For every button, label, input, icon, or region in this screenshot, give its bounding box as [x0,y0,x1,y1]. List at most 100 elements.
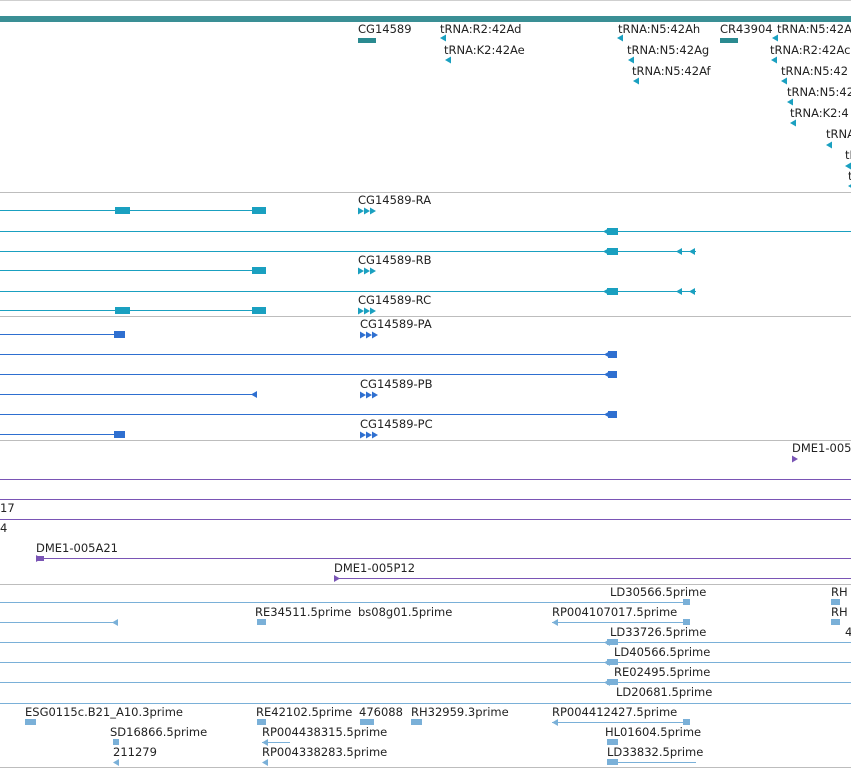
feature-label[interactable]: SD16866.5prime [110,725,208,739]
feature-label[interactable]: RE02495.5prime [614,665,711,679]
track-header-bar [0,16,851,22]
strand-arrow [113,759,119,766]
feature-label[interactable]: DME1-005 [792,441,851,455]
exon [607,288,618,295]
est-block [607,739,618,745]
feature-label[interactable]: CG14589-RA [358,193,432,207]
strand-arrow [604,411,610,418]
exon [252,267,266,274]
strand-chevron [366,431,372,439]
feature-label[interactable]: DME1-005P12 [334,561,416,575]
feature-label[interactable]: 476088 [359,705,403,719]
strand-arrow [689,248,695,255]
strand-chevron [360,331,366,339]
protein-segment [608,371,617,378]
feature-label[interactable]: DME1-005A21 [36,541,118,555]
strand-arrow [603,248,609,255]
strand-chevron [364,267,370,275]
feature-label[interactable]: RP004338283.5prime [262,745,388,759]
gene-feature [358,38,376,43]
feature-label[interactable]: LD33832.5prime [607,745,704,759]
trna-arrow [848,184,851,188]
strand-arrow [604,639,610,646]
feature-label[interactable]: CG14589-RC [358,293,432,307]
est-block [831,619,840,625]
feature-label[interactable]: tRNA:K2:42Ae [444,43,525,57]
est-block [683,719,690,725]
strand-arrow [676,248,682,255]
exon [115,307,130,314]
feature-label[interactable]: RP004412427.5prime [552,705,678,719]
strand-arrow [604,351,610,358]
protein-segment [114,431,125,438]
feature-label[interactable]: ESG0115c.B21_A10.3prime [25,705,183,719]
strand-arrow [262,739,268,746]
trna-arrow [771,56,777,64]
strand-chevron [372,431,378,439]
feature-label[interactable]: LD40566.5prime [614,645,711,659]
feature-label[interactable]: RH [831,585,848,599]
feature-label[interactable]: RE42102.5prime [256,705,353,719]
feature-label[interactable]: tRNA:N5:42 [781,64,849,78]
strand-chevron [370,307,376,315]
feature-label[interactable]: RE34511.5prime [255,605,352,619]
feature-label[interactable]: 4 [845,625,851,639]
trna-arrow [440,34,446,42]
exon [607,228,618,235]
feature-label[interactable]: CR43904 [720,22,773,36]
feature-label[interactable]: tRNA:N5:42Af [632,64,711,78]
trna-arrow [790,119,796,127]
strand-arrow [604,679,610,686]
trna-arrow [845,162,851,170]
feature-label[interactable]: tR [845,148,851,162]
strand-chevron [364,207,370,215]
clone-arrow [792,455,798,463]
strand-chevron [358,207,364,215]
feature-label[interactable]: CG14589-PA [360,317,432,331]
trna-arrow [633,77,639,85]
feature-label[interactable]: CG14589-PC [360,417,433,431]
strand-chevron [370,207,376,215]
feature-label[interactable]: CG14589-PB [360,377,433,391]
feature-label[interactable]: LD33726.5prime [610,625,707,639]
feature-label[interactable]: RP004107017.5prime [552,605,678,619]
feature-label[interactable]: tRNA:R2:42Ad [440,22,522,36]
feature-label[interactable]: LD30566.5prime [610,585,707,599]
feature-label[interactable]: CG14589-RB [358,253,432,267]
feature-label[interactable]: tRNA:N5:42 [787,85,851,99]
feature-label[interactable]: tRNA:K2:4 [790,106,849,120]
est-block [607,659,618,665]
est-block [607,639,618,645]
feature-label[interactable]: t [848,169,851,183]
strand-arrow [603,288,609,295]
trna-arrow [617,34,623,42]
strand-arrow [689,288,695,295]
feature-label[interactable]: 211279 [113,745,157,759]
feature-label[interactable]: RH32959.3prime [411,705,509,719]
est-block [113,739,119,745]
feature-label[interactable]: 17 [0,501,15,515]
exon [115,207,130,214]
strand-chevron [358,307,364,315]
strand-chevron [370,267,376,275]
strand-arrow [112,619,118,626]
feature-label[interactable]: HL01604.5prime [605,725,702,739]
feature-label[interactable]: tRNA:N5:42Ag [627,43,710,57]
clone-end [36,556,44,561]
exon [252,307,266,314]
feature-label[interactable]: tRNA [826,127,851,141]
feature-label[interactable]: CG14589 [358,22,412,36]
strand-arrow [262,759,268,766]
feature-label[interactable]: RH [831,605,848,619]
feature-label[interactable]: tRNA:R2:42Ac [770,43,851,57]
feature-label[interactable]: LD20681.5prime [616,685,713,699]
strand-arrow [604,371,610,378]
est-block [411,719,422,725]
feature-label[interactable]: tRNA:N5:42Ah [618,22,701,36]
feature-label[interactable]: RP004438315.5prime [262,725,388,739]
protein-segment [114,331,125,338]
feature-label[interactable]: tRNA:N5:42A [777,22,851,36]
feature-label[interactable]: 4 [0,521,8,535]
feature-label[interactable]: bs08g01.5prime [358,605,453,619]
